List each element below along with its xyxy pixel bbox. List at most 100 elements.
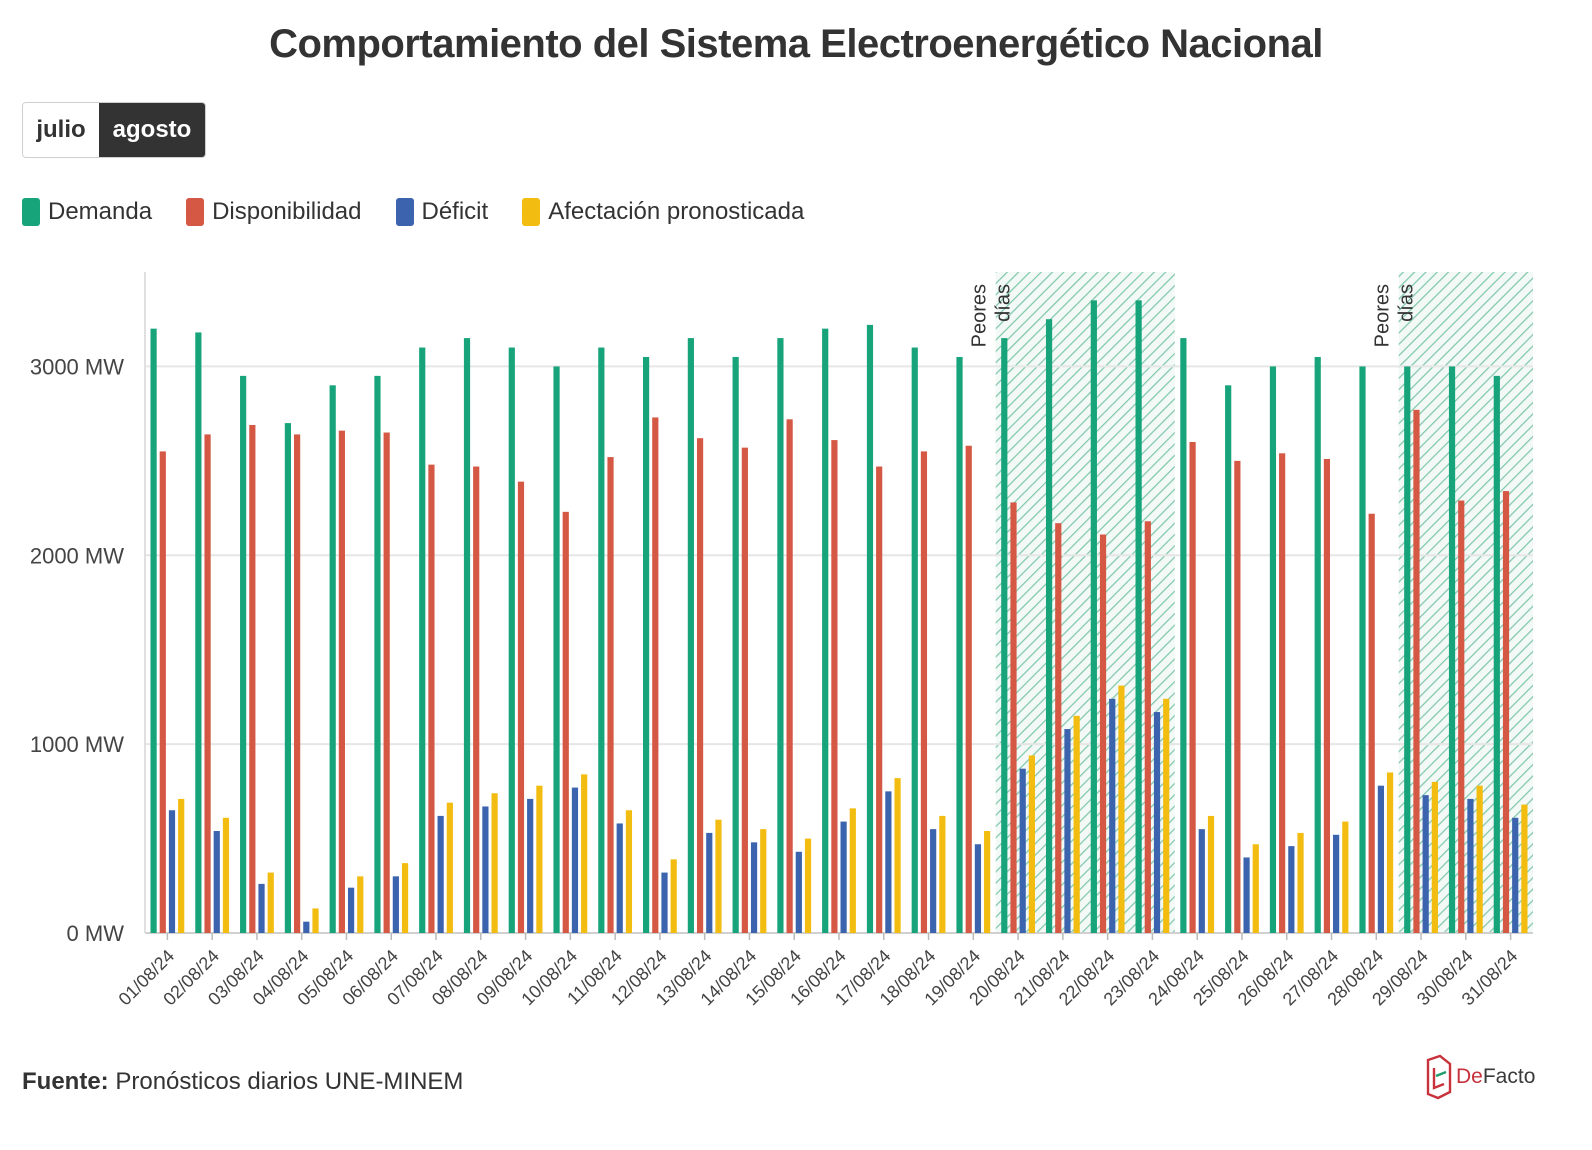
bar-dficit (616, 823, 623, 933)
bar-afectacinpronosticada (536, 785, 543, 933)
bar-dficit (1377, 785, 1384, 933)
bar-afectacinpronosticada (312, 908, 319, 933)
annotation-layer: Peores días Peores días (969, 284, 1418, 347)
bar-demanda (240, 375, 247, 933)
bar-afectacinpronosticada (1521, 804, 1528, 933)
bar-demanda (777, 338, 784, 934)
bar-dficit (437, 815, 444, 933)
bar-disponibilidad (159, 451, 166, 933)
bar-afectacinpronosticada (267, 872, 274, 933)
legend-item-disponibilidad[interactable]: Disponibilidad (186, 198, 362, 226)
bar-disponibilidad (249, 424, 256, 933)
bar-disponibilidad (652, 417, 659, 933)
worst-days-region-tint (1398, 272, 1533, 933)
y-tick-label: 1000 MW (30, 732, 124, 757)
annotation-label: días (993, 284, 1015, 322)
bar-afectacinpronosticada (984, 831, 991, 933)
legend-label: Demanda (48, 198, 153, 225)
month-toggle: julio agosto (22, 102, 206, 158)
bar-dficit (482, 806, 489, 933)
bar-disponibilidad (1323, 458, 1331, 933)
legend-item-deficit[interactable]: Déficit (395, 198, 488, 226)
bar-disponibilidad (473, 466, 480, 933)
legend-item-demanda[interactable]: Demanda (22, 198, 152, 226)
brand-logo[interactable]: DeFacto (1424, 1054, 1535, 1100)
month-button-julio[interactable]: julio (23, 103, 99, 157)
bar-disponibilidad (1279, 453, 1286, 933)
bar-demanda (1180, 338, 1187, 934)
legend: Demanda Disponibilidad Déficit Afectació… (22, 198, 804, 226)
bar-dficit (795, 851, 802, 933)
bar-demanda (732, 356, 739, 933)
bar-disponibilidad (1055, 523, 1062, 933)
bar-demanda (598, 347, 605, 933)
bar-disponibilidad (562, 511, 569, 933)
bar-dficit (168, 810, 176, 933)
bar-dficit (1019, 768, 1026, 933)
y-tick-label: 3000 MW (30, 354, 124, 379)
bar-demanda (284, 423, 292, 933)
bar-afectacinpronosticada (401, 863, 409, 933)
bar-afectacinpronosticada (1386, 772, 1394, 933)
bar-dficit (1467, 798, 1474, 933)
bar-afectacinpronosticada (715, 819, 722, 933)
legend-item-afectacion[interactable]: Afectación pronosticada (522, 198, 804, 226)
bar-demanda (508, 347, 515, 933)
bar-dficit (347, 887, 355, 933)
legend-swatch-disponibilidad (186, 198, 205, 226)
bar-disponibilidad (965, 445, 972, 933)
bar-disponibilidad (294, 434, 301, 933)
bar-dficit (1422, 795, 1429, 933)
bar-disponibilidad (1099, 534, 1107, 933)
bar-demanda (1090, 300, 1097, 933)
defacto-logo-icon (1426, 1054, 1452, 1100)
bar-demanda (687, 338, 694, 934)
bar-dficit (750, 842, 758, 933)
bar-demanda (866, 324, 874, 933)
source-text: Pronósticos diarios UNE-MINEM (115, 1068, 464, 1095)
bar-afectacinpronosticada (178, 798, 185, 933)
bar-disponibilidad (1010, 502, 1017, 933)
bar-afectacinpronosticada (581, 774, 588, 933)
month-button-agosto[interactable]: agosto (99, 103, 205, 157)
bar-demanda (463, 338, 471, 934)
bar-afectacinpronosticada (1297, 832, 1304, 933)
bar-afectacinpronosticada (625, 810, 633, 933)
bar-demanda (1314, 356, 1321, 933)
bar-afectacinpronosticada (222, 817, 230, 933)
legend-swatch-deficit (395, 198, 414, 226)
chart-title: Comportamiento del Sistema Electroenergé… (269, 22, 1323, 66)
bar-disponibilidad (383, 432, 390, 933)
legend-swatch-afectacion (522, 198, 541, 226)
bar-afectacinpronosticada (1207, 815, 1215, 933)
bar-demanda (150, 328, 157, 934)
bar-dficit (571, 787, 579, 933)
bar-afectacinpronosticada (1028, 755, 1035, 933)
bar-demanda (1448, 366, 1456, 933)
bar-dficit (303, 921, 310, 933)
bar-disponibilidad (204, 434, 211, 933)
bar-demanda (1404, 366, 1411, 933)
bars-layer (150, 300, 1528, 934)
bar-dficit (706, 832, 713, 933)
legend-label: Afectación pronosticada (548, 198, 805, 225)
bar-dficit (1512, 817, 1519, 933)
bar-demanda (1269, 366, 1277, 933)
legend-label: Disponibilidad (212, 198, 362, 225)
bar-afectacinpronosticada (849, 808, 856, 933)
bar-dficit (1109, 698, 1116, 933)
bar-disponibilidad (517, 481, 525, 933)
bar-demanda (195, 332, 202, 933)
legend-swatch-demanda (22, 198, 40, 226)
bar-afectacinpronosticada (357, 876, 364, 933)
bar-afectacinpronosticada (804, 838, 812, 933)
bar-disponibilidad (741, 447, 748, 933)
bar-afectacinpronosticada (894, 778, 901, 933)
bar-disponibilidad (786, 419, 793, 933)
bar-afectacinpronosticada (670, 859, 677, 933)
bar-dficit (527, 798, 534, 933)
bar-afectacinpronosticada (1252, 844, 1259, 933)
bar-demanda (374, 375, 381, 933)
bar-demanda (1359, 366, 1366, 933)
